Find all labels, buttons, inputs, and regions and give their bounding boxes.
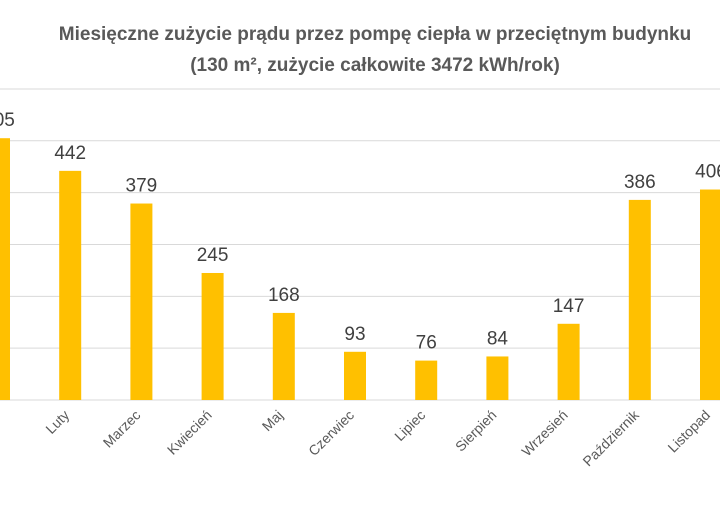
data-label: 379 bbox=[126, 176, 158, 197]
data-label: 386 bbox=[624, 172, 656, 193]
data-label: 168 bbox=[268, 285, 300, 306]
x-tick-label: Maj bbox=[259, 407, 286, 434]
data-label: 505 bbox=[0, 110, 15, 131]
data-label: 245 bbox=[197, 245, 229, 266]
bar bbox=[0, 138, 10, 400]
bar bbox=[130, 203, 153, 400]
bar bbox=[415, 360, 438, 400]
chart-subtitle: (130 m², zużycie całkowite 3472 kWh/rok) bbox=[190, 55, 560, 76]
x-tick-labels: Styczeń Luty Marzec Kwiecień Maj Czerwiec Lipi… bbox=[0, 406, 713, 469]
bar bbox=[557, 323, 580, 400]
x-tick-label: Wrzesień bbox=[518, 407, 570, 459]
data-labels: 505442379245168937684147386406541 bbox=[0, 110, 720, 354]
bar bbox=[59, 170, 82, 400]
x-tick-label: Luty bbox=[42, 407, 72, 437]
x-tick-label: Sierpień bbox=[452, 407, 500, 455]
x-tick-label: Listopad bbox=[664, 407, 713, 456]
data-label: 84 bbox=[487, 328, 509, 349]
bar bbox=[272, 312, 295, 400]
data-label: 442 bbox=[54, 143, 86, 164]
x-tick-label: Lipiec bbox=[391, 407, 428, 444]
bar bbox=[628, 199, 651, 400]
bar bbox=[486, 356, 509, 400]
x-tick-label: Kwiecień bbox=[164, 407, 215, 458]
gridlines bbox=[0, 88, 720, 401]
data-label: 76 bbox=[416, 333, 437, 354]
bars bbox=[0, 138, 720, 400]
bar bbox=[344, 351, 366, 400]
x-tick-label: Styczeń bbox=[0, 407, 1, 454]
x-tick-label: Marzec bbox=[100, 407, 144, 451]
data-label: 93 bbox=[344, 324, 365, 345]
data-label: 147 bbox=[553, 296, 585, 317]
data-label: 406 bbox=[695, 162, 720, 183]
bar bbox=[201, 272, 224, 400]
x-tick-label: Październik bbox=[579, 406, 642, 469]
chart-title: Miesięczne zużycie prądu przez pompę cie… bbox=[59, 24, 691, 45]
x-tick-label: Czerwiec bbox=[305, 407, 357, 459]
bar bbox=[700, 189, 720, 400]
